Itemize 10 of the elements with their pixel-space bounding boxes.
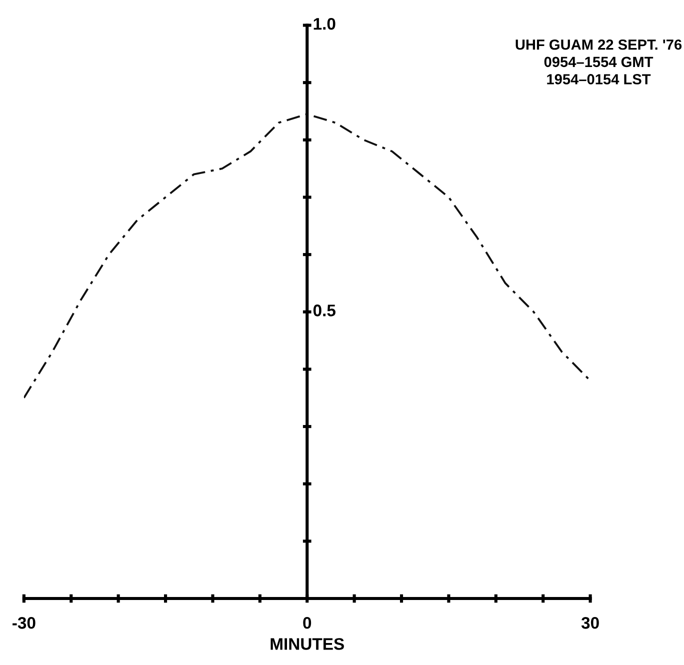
line-series xyxy=(24,113,590,399)
y-tick-label: 1.0 xyxy=(314,18,336,30)
annotation: UHF GUAM 22 SEPT. '76 xyxy=(516,39,682,50)
x-tick-label: -30 xyxy=(12,616,36,629)
y-tick-label: 0.5 xyxy=(313,304,336,316)
annotation: 1954–0154 LST xyxy=(547,74,651,84)
x-tick-label: 0 xyxy=(303,616,312,629)
x-axis-title: MINUTES xyxy=(270,638,344,650)
x-tick-label: 30 xyxy=(581,616,599,629)
annotation: 0954–1554 GMT xyxy=(544,56,654,68)
